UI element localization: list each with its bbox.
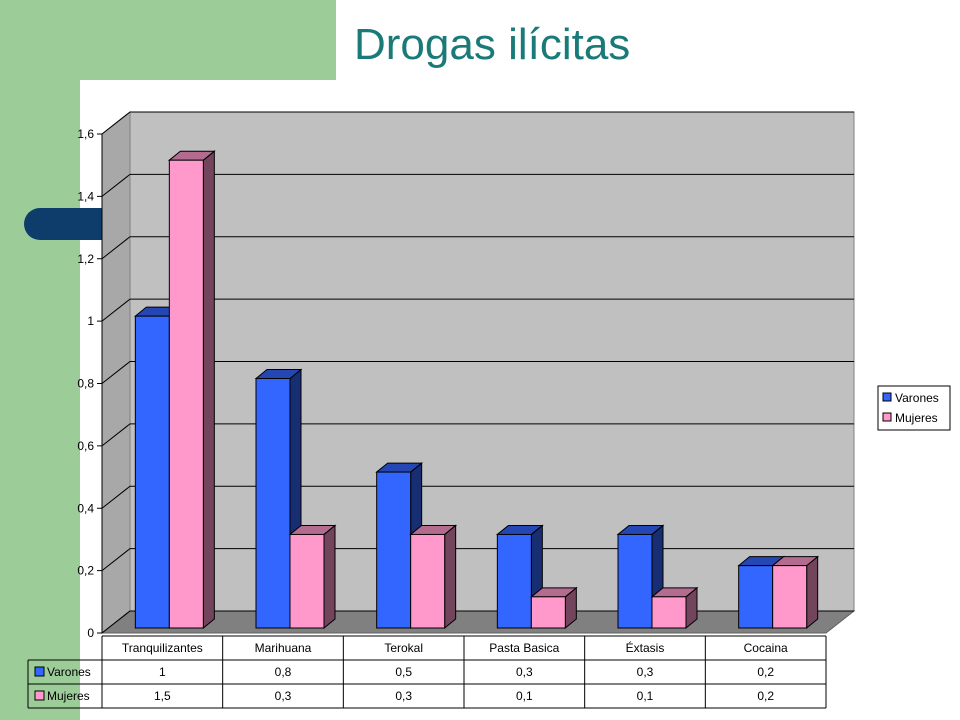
y-tick-label: 0,6 bbox=[77, 439, 94, 453]
y-tick-label: 0,4 bbox=[77, 501, 94, 515]
legend-label: Mujeres bbox=[895, 411, 938, 425]
gridline bbox=[101, 298, 854, 322]
bar bbox=[617, 533, 653, 629]
gridline bbox=[101, 236, 854, 260]
table-cell: 0,1 bbox=[516, 689, 533, 703]
category-label: Marihuana bbox=[255, 641, 312, 655]
gridline bbox=[101, 423, 854, 447]
sidebar-band bbox=[0, 0, 80, 720]
y-tick-label: 0,8 bbox=[77, 377, 94, 391]
gridline bbox=[101, 610, 854, 634]
bar bbox=[168, 159, 204, 629]
legend-key bbox=[882, 412, 892, 422]
bar bbox=[496, 533, 532, 629]
gridline bbox=[101, 111, 854, 135]
bar-side bbox=[444, 524, 457, 630]
table-cell: 0,5 bbox=[395, 665, 412, 679]
table-legend-key bbox=[34, 690, 45, 701]
bar bbox=[651, 596, 687, 629]
category-label: Tranquilizantes bbox=[122, 641, 203, 655]
table-cell: 0,1 bbox=[637, 689, 654, 703]
table-cell: 0,2 bbox=[757, 689, 774, 703]
gridline bbox=[101, 548, 854, 572]
table-cell: 0,2 bbox=[757, 665, 774, 679]
bar-side bbox=[806, 555, 819, 630]
bar bbox=[738, 565, 774, 629]
table-cell: 0,3 bbox=[516, 665, 533, 679]
legend-key bbox=[882, 392, 892, 402]
category-label: Éxtasis bbox=[626, 640, 665, 655]
y-tick-label: 1 bbox=[87, 314, 94, 328]
table-cell: 1 bbox=[159, 665, 166, 679]
gridline bbox=[101, 173, 854, 197]
accent-tab bbox=[24, 208, 114, 240]
gridline bbox=[101, 361, 854, 384]
table-cell: 0,8 bbox=[275, 665, 292, 679]
category-label: Pasta Basica bbox=[489, 641, 559, 655]
category-label: Terokal bbox=[384, 641, 423, 655]
bar bbox=[376, 471, 412, 629]
bar-side bbox=[202, 150, 215, 630]
y-tick-label: 1,2 bbox=[77, 252, 94, 266]
slide-title: Drogas ilícitas bbox=[354, 20, 631, 69]
y-tick-label: 0,2 bbox=[77, 564, 94, 578]
table-series-name: Mujeres bbox=[47, 689, 90, 703]
legend-label: Varones bbox=[895, 391, 939, 405]
bar bbox=[772, 565, 808, 629]
bar bbox=[530, 596, 566, 629]
table-cell: 0,3 bbox=[637, 665, 654, 679]
bar-side bbox=[323, 524, 336, 630]
bar bbox=[289, 533, 325, 629]
gridline bbox=[101, 485, 854, 509]
table-cell: 0,3 bbox=[395, 689, 412, 703]
table-series-name: Varones bbox=[47, 665, 91, 679]
table-cell: 1,5 bbox=[154, 689, 171, 703]
bar bbox=[134, 315, 170, 629]
table-legend-key bbox=[34, 666, 45, 677]
y-tick-label: 1,6 bbox=[77, 127, 94, 141]
header-band bbox=[0, 0, 336, 80]
y-tick-label: 1,4 bbox=[77, 189, 94, 203]
category-label: Cocaina bbox=[744, 641, 788, 655]
bar bbox=[255, 378, 291, 629]
table-cell: 0,3 bbox=[275, 689, 292, 703]
y-tick-label: 0 bbox=[87, 626, 94, 640]
bar bbox=[410, 533, 446, 629]
